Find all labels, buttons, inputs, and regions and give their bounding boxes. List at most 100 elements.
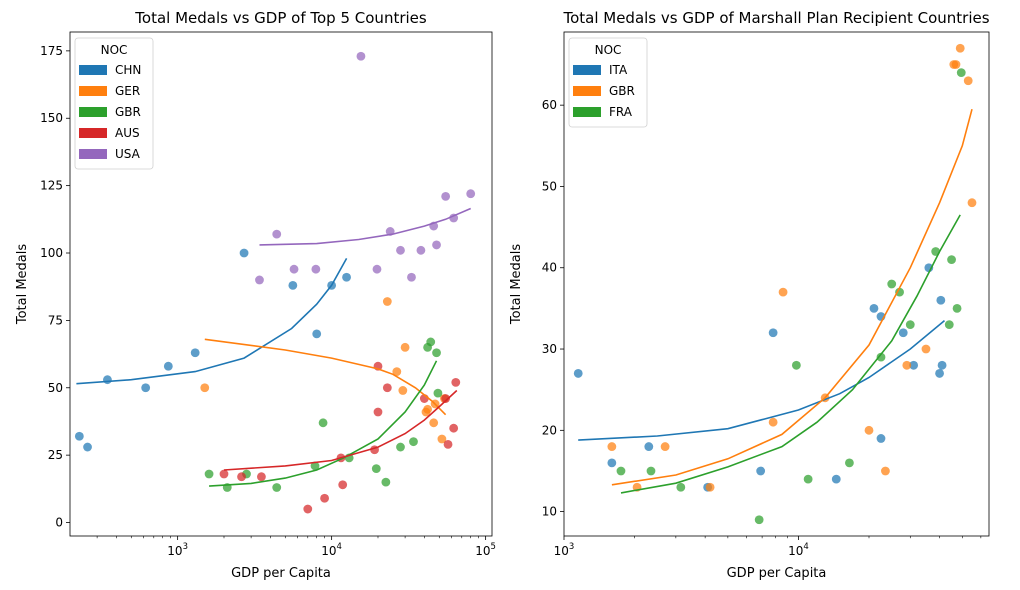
legend-box	[568, 37, 648, 128]
data-point-ger	[382, 297, 392, 306]
data-point-gbr	[951, 60, 961, 69]
data-point-usa	[311, 264, 321, 274]
chart-1: Total Medals vs GDP of Top 5 Countries GD…	[15, 9, 496, 581]
data-point-aus	[257, 472, 266, 482]
data-point-usa	[289, 264, 299, 274]
x-axis-label: GDP per Capita	[727, 566, 827, 581]
data-point-fra	[845, 458, 854, 468]
series-ger	[200, 297, 449, 444]
y-tick-label: 25	[48, 448, 63, 462]
data-point-chn	[141, 383, 151, 393]
legend-swatch-ger	[79, 86, 107, 96]
plot-area	[573, 43, 977, 525]
chart-2: Total Medals vs GDP of Marshall Plan Rec…	[509, 9, 990, 581]
data-point-ita	[573, 369, 583, 378]
legend-title: NOC	[595, 43, 622, 57]
legend-swatch-ita	[573, 65, 601, 75]
plot-frame	[563, 31, 990, 537]
data-point-usa	[255, 275, 264, 285]
data-point-fra	[876, 352, 886, 362]
data-point-gbr	[396, 442, 405, 452]
legend-label-ger: GER	[115, 84, 140, 98]
legend-label-gbr: GBR	[115, 105, 141, 119]
data-point-ger	[400, 342, 410, 352]
data-point-usa	[356, 51, 366, 61]
data-point-chn	[342, 272, 351, 282]
data-point-gbr	[607, 442, 617, 451]
data-point-ita	[876, 434, 886, 443]
data-point-usa	[416, 245, 426, 255]
trend-line-aus	[223, 389, 458, 471]
data-point-gbr	[778, 287, 788, 297]
data-point-fra	[887, 279, 897, 289]
data-point-usa	[466, 189, 476, 199]
y-tick-label: 125	[40, 179, 63, 193]
data-point-chn	[74, 431, 84, 441]
data-point-aus	[320, 493, 329, 503]
data-point-usa	[441, 192, 451, 201]
data-point-aus	[237, 472, 246, 482]
data-point-chn	[312, 329, 322, 339]
data-point-ita	[898, 328, 908, 338]
x-tick-label: 105	[475, 542, 496, 558]
data-point-aus	[219, 469, 229, 479]
y-axis-label: Total Medals	[509, 244, 524, 326]
x-axis-label: GDP per Capita	[231, 566, 331, 581]
chart-title: Total Medals vs GDP of Top 5 Countries	[134, 9, 427, 27]
legend-label-chn: CHN	[115, 63, 141, 77]
legend-label-ita: ITA	[609, 63, 628, 77]
y-tick-label: 40	[542, 261, 557, 275]
data-point-ita	[937, 360, 947, 370]
data-point-usa	[407, 272, 416, 282]
series-gbr	[607, 43, 977, 492]
data-point-usa	[272, 229, 282, 239]
plot-area	[74, 51, 476, 514]
series-fra	[616, 68, 966, 525]
data-point-ita	[644, 442, 654, 451]
data-point-ger	[200, 383, 210, 393]
data-point-gbr	[967, 198, 977, 208]
data-point-gbr	[660, 442, 670, 451]
y-axis-label: Total Medals	[15, 244, 30, 326]
trend-line-gbr	[611, 108, 973, 486]
data-point-gbr	[955, 43, 965, 53]
legend-swatch-aus	[79, 128, 107, 138]
data-point-fra	[956, 68, 966, 78]
trend-line-ger	[204, 338, 447, 416]
data-point-aus	[303, 504, 313, 514]
legend-title: NOC	[101, 43, 128, 57]
legend-label-fra: FRA	[609, 105, 633, 119]
chart-title: Total Medals vs GDP of Marshall Plan Rec…	[562, 9, 989, 27]
data-point-ger	[429, 418, 439, 428]
data-point-ita	[756, 466, 766, 476]
legend-swatch-usa	[79, 149, 107, 159]
data-point-fra	[895, 287, 904, 297]
x-tick-label: 104	[321, 542, 342, 558]
series-ita	[573, 263, 947, 492]
legend: NOC ITA GBR FRA	[568, 37, 648, 128]
data-point-gbr	[432, 348, 441, 358]
legend-swatch-gbr	[79, 107, 107, 117]
data-point-fra	[803, 474, 813, 484]
y-tick-label: 60	[542, 98, 557, 112]
trend-line-usa	[259, 207, 472, 246]
y-tick-label: 10	[542, 505, 557, 519]
legend-label-gbr: GBR	[609, 84, 635, 98]
series-chn	[74, 248, 351, 452]
y-tick-label: 20	[542, 423, 557, 437]
data-point-fra	[947, 255, 956, 265]
data-point-ita	[831, 474, 841, 484]
data-point-gbr	[381, 477, 391, 487]
data-point-aus	[373, 407, 383, 417]
y-tick-label: 75	[48, 313, 63, 327]
data-point-gbr	[318, 418, 328, 428]
x-tick-label: 103	[167, 542, 188, 558]
x-tick-label: 103	[554, 542, 575, 558]
y-tick-label: 175	[40, 44, 63, 58]
trend-line-chn	[76, 258, 348, 385]
data-point-aus	[443, 439, 453, 449]
data-point-gbr	[921, 344, 931, 354]
data-point-ita	[768, 328, 778, 338]
trend-line-ita	[578, 319, 946, 441]
data-point-aus	[449, 423, 459, 433]
